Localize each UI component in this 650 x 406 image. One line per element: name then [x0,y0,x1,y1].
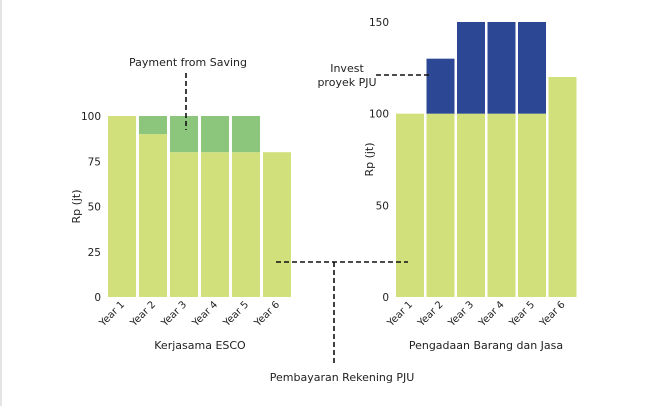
x-tick-label: Year 5 [221,299,251,329]
bar-year-3-series-1 [170,152,198,297]
bar-year-4-series-2 [201,116,229,153]
x-tick-label: Year 6 [537,299,567,329]
annotation-invest-line1: Invest [330,62,364,75]
bar-year-5-series-2 [518,22,546,114]
bar-year-5-series-2 [232,116,260,153]
x-tick-label: Year 4 [190,299,220,329]
bar-year-6-series-1 [548,77,577,297]
y-tick-label: 100 [369,109,389,121]
y-tick-label: 100 [81,111,101,123]
bar-year-4-series-2 [487,22,516,114]
y-axis-title: Rp (jt) [70,189,83,223]
bar-year-1-series-1 [108,116,136,297]
annotation-pembayaran-rekening-pju: Pembayaran Rekening PJU [270,371,415,384]
bar-year-2-series-1 [426,113,455,298]
x-tick-label: Year 2 [415,299,445,329]
x-tick-label: Year 1 [97,299,127,329]
x-tick-label: Year 1 [385,299,415,329]
bar-year-3-series-2 [457,22,485,114]
y-axis-title: Rp (jt) [363,142,376,176]
y-tick-label: 50 [376,200,389,212]
x-tick-label: Year 3 [446,299,476,329]
x-tick-label: Year 6 [252,299,282,329]
y-tick-label: 0 [94,292,101,304]
x-axis-title: Kerjasama ESCO [154,339,246,352]
chart-pengadaan-barang-jasa: Year 1 Year 2 Year 3 Year 4 Year 5 Year 6 0 50 1… [363,17,577,352]
chart-kerjasama-esco: Year 1 Year 2 Year 3 Year 4 Year 5 Year 6 0 25 5… [70,111,291,352]
bar-year-5-series-1 [232,152,260,297]
bar-year-1-series-1 [396,113,424,298]
y-tick-label: 0 [382,292,389,304]
x-tick-label: Year 3 [159,299,189,329]
bar-year-2-series-2 [426,58,455,114]
bar-year-2-series-1 [139,134,167,297]
y-tick-label: 75 [88,156,101,168]
annotation-invest-line2: proyek PJU [317,76,376,89]
bar-year-2-series-2 [139,116,167,135]
x-axis-title: Pengadaan Barang dan Jasa [409,339,563,352]
y-tick-label: 150 [369,17,389,29]
bar-year-4-series-1 [487,113,516,298]
bar-year-5-series-1 [518,113,546,298]
x-tick-label: Year 4 [476,299,506,329]
bar-year-3-series-1 [457,113,485,298]
y-tick-label: 50 [88,202,101,214]
annotation-payment-from-saving: Payment from Saving [129,56,247,69]
x-tick-label: Year 2 [128,299,158,329]
bar-year-6-series-1 [263,152,291,297]
bar-year-3-series-2 [170,116,198,153]
y-tick-label: 25 [88,247,101,259]
bar-year-4-series-1 [201,152,229,297]
x-tick-label: Year 5 [507,299,537,329]
